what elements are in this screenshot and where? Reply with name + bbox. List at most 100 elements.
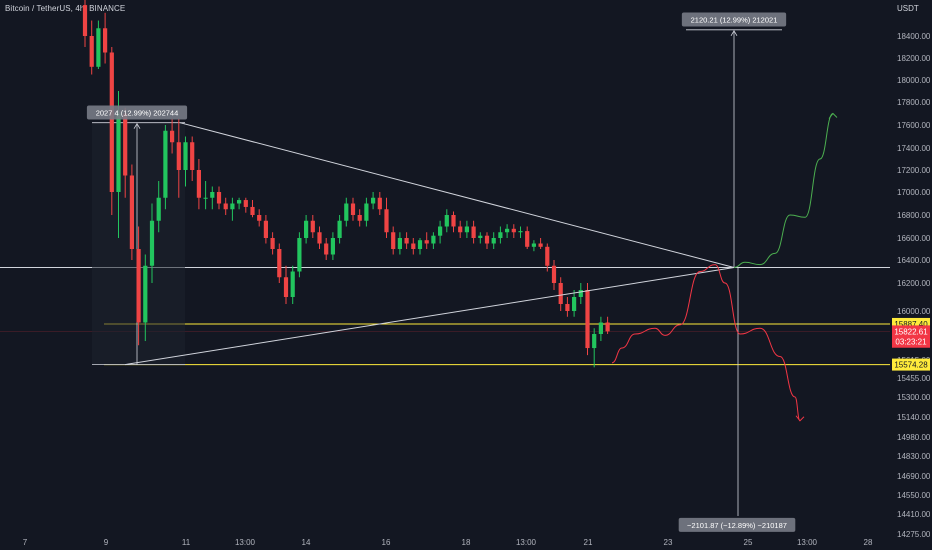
y-tick-label-2: 18000.00 [897,76,931,85]
y-tick-label-8: 16800.00 [897,211,931,220]
y-tick-label-15: 15455.00 [897,374,931,383]
y-tick-label-12: 16000.00 [897,307,931,316]
candle-body-31 [290,271,295,297]
candle-body-2 [96,28,101,67]
candle-body-72 [565,304,570,311]
candle-body-51 [424,240,429,244]
candle-body-16 [190,142,195,170]
measure-label-box-2 [678,517,796,532]
x-tick-label-9: 23 [664,538,673,547]
candle-body-74 [578,290,583,297]
price-label-3: 15574.28 [894,361,928,370]
candle-body-52 [431,235,436,244]
candle-body-50 [417,240,423,249]
symbol-title: Bitcoin / TetherUS, 4h, BINANCE [5,4,126,13]
price-label-1: 15822.61 [894,327,928,336]
candle-body-54 [444,215,449,227]
candle-body-56 [458,226,463,233]
candle-body-34 [310,220,315,233]
measure-label-0: 2120.21 (12.99%) 212021 [691,16,778,25]
measure-label-2: −2101.87 (−12.89%) −210187 [687,521,787,530]
candle-body-58 [471,226,476,238]
candle-body-17 [196,170,201,198]
measure-label-1: 2027 4 (12.99%) 202744 [96,109,179,118]
candle-body-42 [364,203,369,221]
candle-body-26 [257,215,262,221]
candle-body-77 [598,322,603,334]
x-tick-label-2: 11 [182,538,191,547]
trendline-0 [124,266,735,366]
x-tick-label-6: 18 [462,538,471,547]
x-tick-label-5: 16 [382,538,391,547]
projection-path-1 [611,264,801,422]
measure-right-arrowhead [730,30,738,37]
candle-body-5 [116,113,121,192]
y-tick-label-5: 17400.00 [897,144,931,153]
y-tick-label-21: 14550.00 [897,491,931,500]
candle-body-19 [210,192,215,198]
candle-body-0 [82,5,88,37]
candle-body-35 [317,232,322,244]
candle-body-45 [384,209,389,233]
candle-body-71 [558,283,563,304]
candle-body-44 [377,197,382,210]
candle-body-7 [129,175,134,249]
y-tick-label-19: 14830.00 [897,452,931,461]
y-tick-label-4: 17600.00 [897,121,931,130]
price-label-box-3 [892,358,930,371]
candle-body-40 [350,203,356,215]
projection-arrowhead-0 [828,112,838,119]
candle-body-60 [484,235,490,244]
y-tick-label-10: 16400.00 [897,256,931,265]
x-tick-label-1: 9 [104,538,109,547]
candle-body-63 [505,228,510,233]
candle-body-59 [478,235,483,238]
candle-body-14 [176,142,181,170]
candle-body-65 [518,231,523,233]
measure-label-box-0 [681,12,787,27]
candle-body-6 [123,113,128,176]
candle-body-70 [551,265,557,283]
y-tick-label-1: 18200.00 [897,54,931,63]
candle-body-36 [324,243,329,255]
x-tick-label-7: 13:00 [516,538,537,547]
candle-body-67 [531,243,536,247]
y-tick-label-11: 16200.00 [897,279,931,288]
candle-body-8 [136,249,141,323]
candle-body-24 [243,200,248,207]
candle-body-48 [404,238,409,244]
candle-body-28 [270,238,275,249]
candle-body-21 [223,203,228,210]
projection-arrowhead-1 [795,415,805,422]
candle-body-22 [230,203,235,210]
candle-body-20 [216,192,222,204]
candle-body-49 [411,243,416,249]
candle-body-38 [337,220,342,238]
trendline-1 [179,122,735,268]
candle-body-23 [237,200,242,204]
candle-body-62 [498,232,503,238]
candle-body-78 [605,322,610,332]
projection-path-0 [733,113,834,268]
y-tick-label-18: 14980.00 [897,433,931,442]
measure-label-box-1 [86,105,188,120]
x-tick-label-0: 7 [23,538,28,547]
candle-body-4 [109,52,114,192]
candle-body-15 [183,142,188,170]
price-label-box-2 [892,335,930,348]
y-tick-label-3: 17800.00 [897,98,931,107]
x-tick-label-12: 28 [864,538,873,547]
candle-body-46 [391,232,396,249]
price-label-0: 15887.40 [894,320,928,329]
candle-body-41 [357,215,362,221]
candle-body-75 [585,290,590,349]
y-tick-label-7: 17000.00 [897,188,931,197]
x-tick-label-3: 13:00 [235,538,256,547]
candle-body-12 [163,130,168,198]
currency-label: USDT [897,4,919,13]
candle-body-10 [149,220,155,266]
candle-body-43 [371,197,376,204]
price-label-box-1 [892,325,930,338]
y-tick-label-16: 15300.00 [897,393,931,402]
